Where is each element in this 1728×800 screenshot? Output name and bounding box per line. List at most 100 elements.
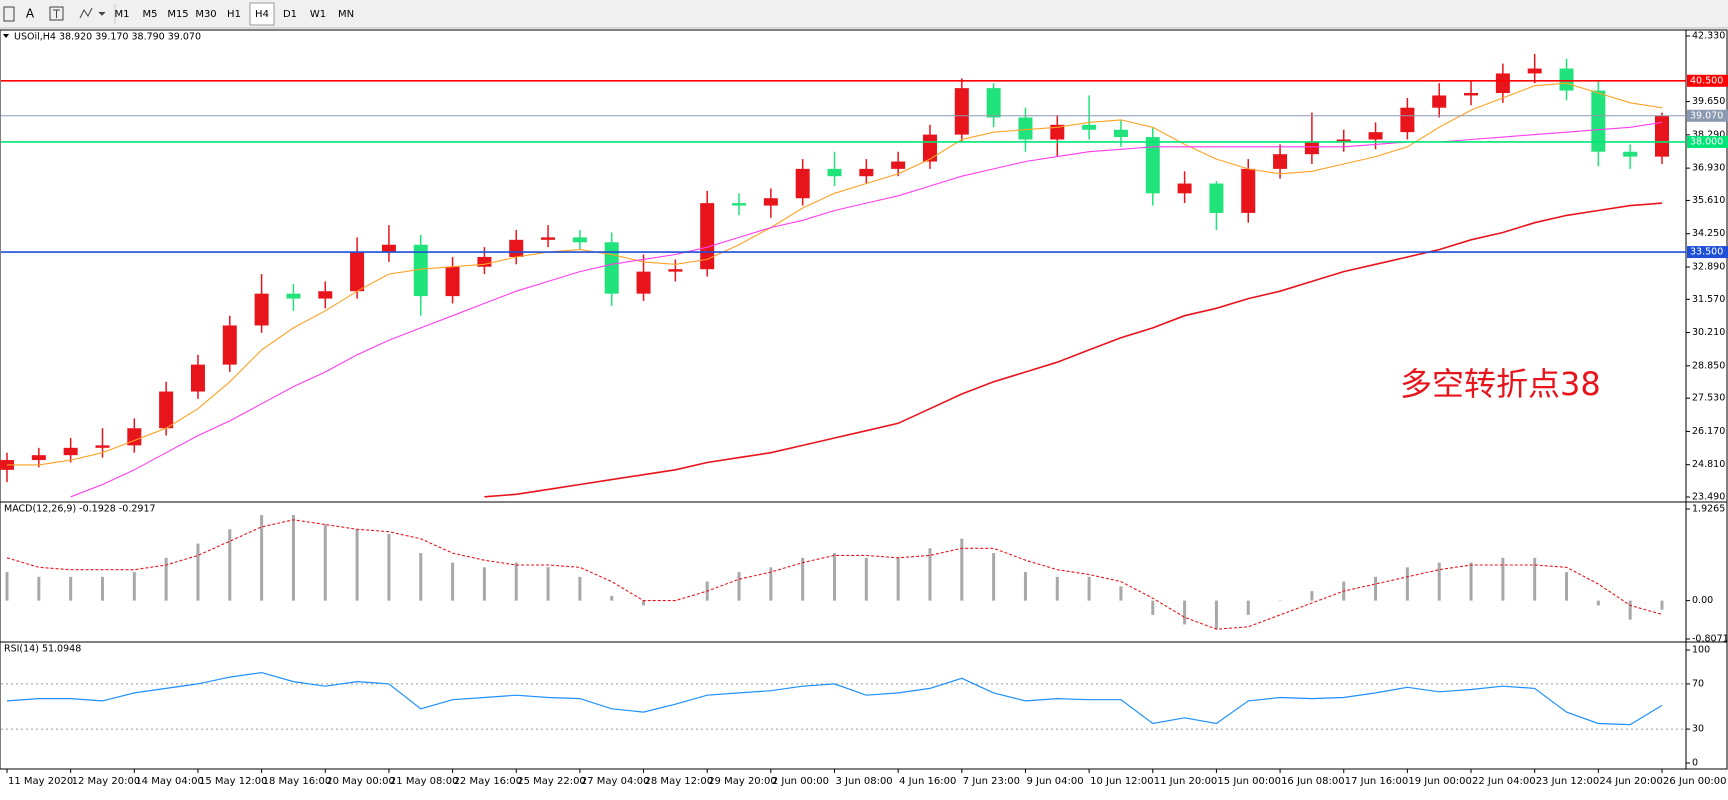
timeframe-button[interactable]: MN — [338, 9, 354, 20]
x-tick-label: 11 Jun 20:00 — [1154, 776, 1218, 787]
candle-body — [795, 168, 810, 199]
timeframe-button[interactable]: W1 — [310, 9, 326, 20]
candle-body — [1527, 68, 1542, 74]
candle-body — [541, 237, 556, 240]
timeframe-button[interactable]: M30 — [195, 9, 216, 20]
text-tool[interactable]: A — [26, 7, 35, 21]
y-tick-label: 0.00 — [1692, 595, 1713, 606]
macd-bar — [1405, 567, 1409, 601]
candle-body — [922, 134, 937, 162]
candle-body — [668, 269, 683, 272]
active-timeframe — [249, 2, 275, 26]
macd-bar — [642, 600, 646, 606]
rsi-line — [6, 671, 1663, 726]
candle-body — [254, 293, 269, 326]
candle-body — [1082, 124, 1097, 130]
moving-average — [484, 202, 1663, 498]
timeframe-button[interactable]: H4 — [255, 9, 269, 20]
x-tick-label: 20 May 00:00 — [326, 776, 395, 787]
timeframe-button[interactable]: H1 — [227, 9, 241, 20]
level-label-box — [1687, 109, 1728, 122]
macd-bar — [1023, 572, 1027, 601]
moving-average — [7, 82, 1663, 466]
macd-bar — [896, 557, 900, 601]
macd-bar — [37, 576, 41, 601]
macd-bar — [387, 534, 391, 601]
candle-body — [477, 256, 492, 267]
macd-bar — [1533, 557, 1537, 601]
macd-bar — [132, 572, 136, 601]
y-tick-label: 38.290 — [1692, 129, 1725, 140]
candle-body — [95, 445, 110, 448]
candle-body — [986, 88, 1001, 118]
candle-body — [1655, 115, 1669, 157]
macd-bar — [1437, 562, 1441, 601]
candle-body — [286, 293, 301, 299]
candle-body — [604, 242, 619, 294]
x-tick-label: 21 May 08:00 — [390, 776, 459, 787]
candle-body — [381, 244, 396, 253]
timeframe-button[interactable]: M1 — [115, 9, 130, 20]
timeframe-button[interactable]: M5 — [143, 9, 158, 20]
macd-bar — [1596, 600, 1600, 606]
x-tick-label: 27 May 04:00 — [581, 776, 650, 787]
candle-body — [190, 364, 205, 392]
level-label: 39.070 — [1690, 110, 1723, 121]
candle-body — [127, 428, 142, 446]
macd-bar — [610, 595, 614, 601]
x-tick-label: 7 Jun 23:00 — [963, 776, 1020, 787]
timeframe-button[interactable]: D1 — [283, 9, 297, 20]
candle-body — [636, 271, 651, 294]
macd-bar — [5, 572, 9, 601]
macd-bar — [833, 553, 836, 601]
macd-bar — [546, 567, 550, 601]
macd-bar — [928, 548, 932, 601]
x-tick-label: 11 May 2020 — [8, 776, 73, 787]
candle-body — [1241, 168, 1256, 213]
macd-bar — [769, 567, 773, 601]
x-tick-label: 28 May 12:00 — [645, 776, 714, 787]
macd-bar — [1660, 600, 1664, 610]
x-tick-label: 4 Jun 16:00 — [899, 776, 956, 787]
y-tick-label: 23.490 — [1692, 492, 1725, 503]
candle-body — [859, 168, 874, 177]
level-label-box — [1687, 135, 1728, 148]
candle-body — [1050, 124, 1065, 140]
text-icon[interactable] — [49, 6, 64, 21]
candle-body — [1432, 95, 1447, 108]
y-tick-label: 39.650 — [1692, 96, 1725, 107]
candle-body — [1018, 117, 1033, 140]
macd-bar — [864, 557, 868, 601]
macd-bar — [291, 515, 295, 601]
text-icon-glyph — [53, 9, 60, 18]
annotation: 多空转折点38 — [1400, 365, 1601, 403]
candle-body — [413, 244, 428, 297]
macd-bar — [1055, 576, 1059, 601]
y-tick-label: 42.330 — [1692, 31, 1725, 42]
candle-body — [1209, 183, 1224, 213]
y-tick-label: 26.170 — [1692, 426, 1725, 437]
x-tick-label: 25 May 22:00 — [517, 776, 586, 787]
macd-bar — [1119, 586, 1123, 601]
candle-body — [572, 237, 587, 243]
macd-bar — [578, 576, 582, 601]
timeframe-button[interactable]: M15 — [167, 9, 188, 20]
x-tick-label: 29 May 20:00 — [708, 776, 777, 787]
crosshair-icon[interactable] — [3, 6, 15, 22]
x-tick-label: 3 Jun 08:00 — [836, 776, 893, 787]
candle-body — [350, 252, 365, 292]
dropdown-icon[interactable] — [98, 11, 106, 16]
macd-signal — [6, 519, 1663, 630]
candle-body — [1177, 183, 1192, 194]
candle-body — [1559, 68, 1574, 91]
macd-bar — [260, 515, 264, 601]
candle-body — [1623, 151, 1638, 157]
x-tick-label: 10 Jun 12:00 — [1090, 776, 1154, 787]
macd-bar — [1214, 600, 1218, 630]
macd-bar — [1246, 600, 1250, 615]
objects-icon[interactable] — [79, 7, 93, 19]
candle-body — [509, 239, 524, 257]
y-tick-label: 27.530 — [1692, 393, 1725, 404]
